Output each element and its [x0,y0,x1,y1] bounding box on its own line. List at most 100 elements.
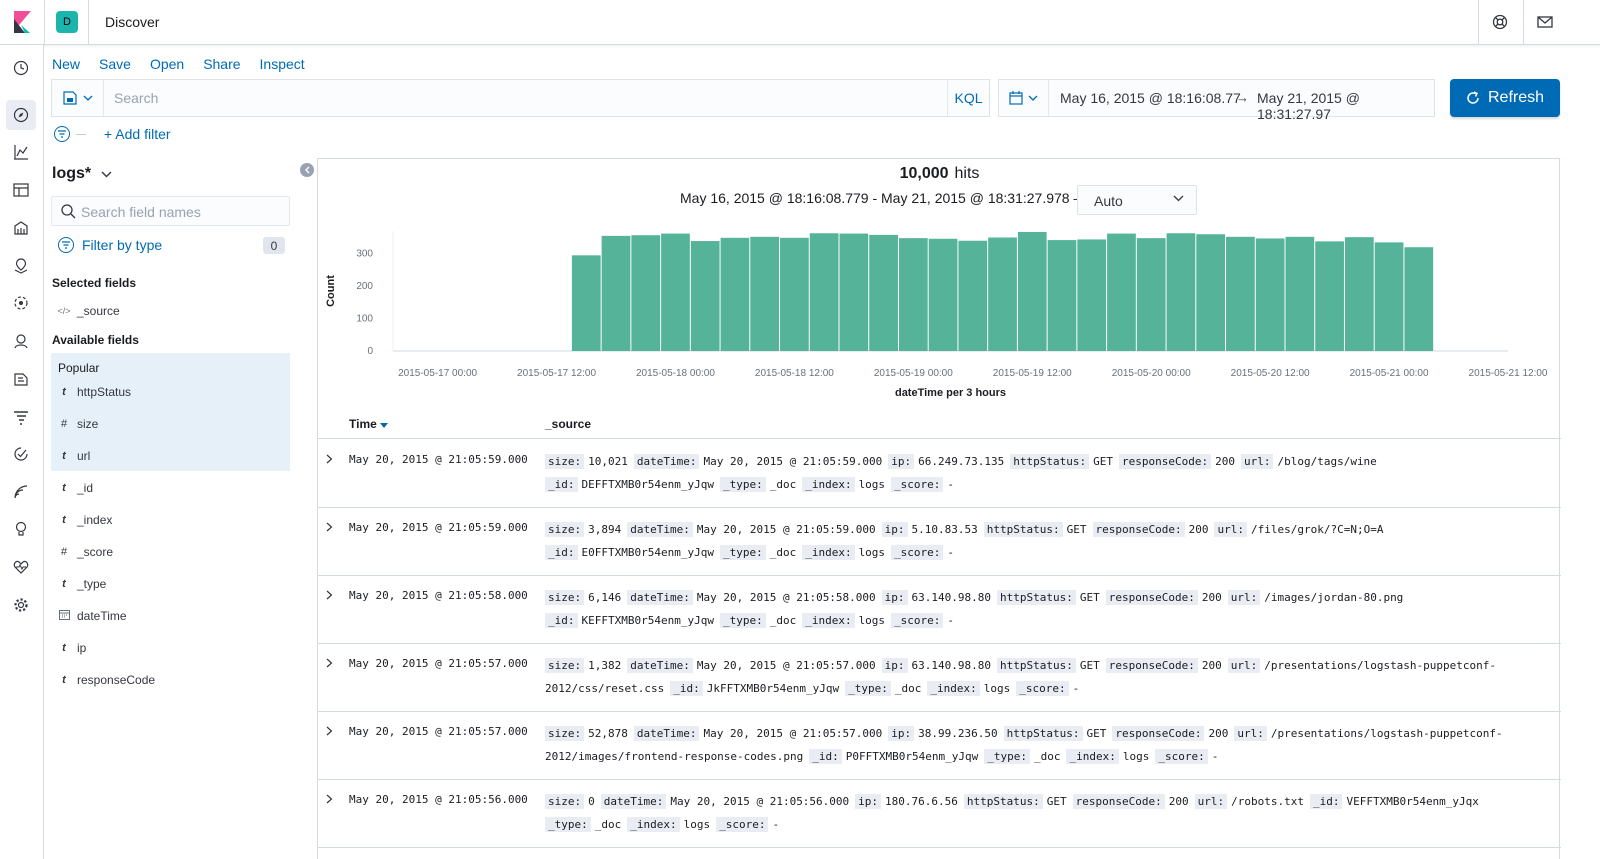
source-line: size: 6,146 dateTime: May 20, 2015 @ 21:05:… [545,586,1535,609]
help-icon[interactable] [1490,12,1510,32]
maps-icon[interactable] [10,255,32,277]
histogram-bar [809,233,839,351]
expand-row-chevron-icon[interactable] [326,726,333,736]
expand-row-chevron-icon[interactable] [326,658,333,668]
index-pattern-selector[interactable]: logs* [52,165,112,183]
kql-toggle[interactable]: KQL [947,80,989,116]
histogram-bar [780,237,809,351]
dev-tools-icon[interactable] [10,518,32,540]
source-key: _id: [545,545,578,560]
menu-inspect[interactable]: Inspect [259,56,305,72]
source-value: - [1072,682,1080,695]
field-item[interactable]: # _score [51,536,290,568]
source-key: url: [1234,726,1267,741]
start-date[interactable]: May 16, 2015 @ 18:16:08.77 [1060,90,1241,106]
monitoring-icon[interactable] [10,556,32,578]
source-value: logs [683,818,711,831]
source-key: httpStatus: [983,522,1063,537]
field-item[interactable]: t ip [51,632,290,664]
filter-menu-icon[interactable] [54,126,70,142]
source-line: 2012/images/frontend-response-codes.png _… [545,745,1535,768]
field-item[interactable]: t _id [51,472,290,504]
source-value: GET [1066,523,1087,536]
chevron-left-icon [305,166,310,174]
table-row: May 20, 2015 @ 21:05:57.000 size: 1,382 dat… [318,644,1561,712]
source-key: _type: [719,613,766,628]
menu-save[interactable]: Save [99,56,131,72]
source-value: GET [1079,659,1100,672]
source-value: 200 [1201,591,1222,604]
menu-new[interactable]: New [52,56,81,72]
search-input[interactable]: Search [114,90,159,106]
filter-row: + Add filter [54,126,171,142]
collapse-sidebar-button[interactable] [300,163,314,177]
source-key: ip: [881,590,908,605]
string-type-icon: t [62,642,66,654]
histogram-bar [1077,239,1107,351]
menu-share[interactable]: Share [203,56,241,72]
field-item[interactable]: # size [51,408,290,440]
time-column-header[interactable]: Time [349,417,389,431]
quick-menu-button[interactable] [999,80,1049,116]
expand-row-chevron-icon[interactable] [326,454,333,464]
selected-fields-title: Selected fields [52,276,137,290]
histogram-bar [690,241,720,351]
field-name: responseCode [77,673,156,687]
field-item[interactable]: t responseCode [51,664,290,696]
popular-fields-section [51,353,290,471]
index-pattern-name: logs* [52,165,92,182]
field-name: _score [77,545,114,559]
source-line: size: 0 dateTime: May 20, 2015 @ 21:05:56.0… [545,790,1535,813]
histogram-bar [988,237,1017,351]
x-tick-label: 2015-05-18 12:00 [755,368,834,379]
infrastructure-icon[interactable] [10,330,32,352]
ml-icon[interactable] [10,292,32,314]
source-value: _doc [769,546,797,559]
expand-row-chevron-icon[interactable] [326,794,333,804]
logs-icon[interactable] [10,368,32,390]
field-item[interactable]: dateTime [51,600,290,632]
expand-row-chevron-icon[interactable] [326,590,333,600]
siem-icon[interactable] [10,481,32,503]
source-key: responseCode: [1112,726,1205,741]
refresh-button[interactable]: Refresh [1450,79,1560,117]
top-bar: D Discover [0,0,1600,45]
apm-icon[interactable] [10,406,32,428]
field-item[interactable]: t _type [51,568,290,600]
source-key: responseCode: [1105,590,1198,605]
field-name: httpStatus [77,385,132,399]
row-source: size: 1,382 dateTime: May 20, 2015 @ 21:05:… [545,654,1535,700]
string-type-icon: t [62,386,66,398]
source-key: size: [545,794,585,809]
field-search-input[interactable]: Search field names [51,196,290,226]
menu-open[interactable]: Open [149,56,185,72]
visualize-icon[interactable] [10,141,32,163]
dashboard-icon[interactable] [10,179,32,201]
source-value: - [1211,750,1219,763]
space-avatar[interactable]: D [56,11,78,33]
source-key: ip: [888,454,915,469]
saved-query-button[interactable] [52,80,104,116]
management-gear-icon[interactable] [10,594,32,616]
kibana-logo-icon[interactable] [11,11,33,33]
uptime-icon[interactable] [10,443,32,465]
recent-clock-icon[interactable] [10,57,32,79]
field-item[interactable]: </> _source [51,295,290,327]
string-type-icon: t [62,578,66,590]
add-filter-button[interactable]: + Add filter [104,126,171,142]
mail-icon[interactable] [1535,12,1555,32]
string-type-icon: t [62,674,66,686]
source-key: url: [1214,522,1247,537]
source-line: size: 3,894 dateTime: May 20, 2015 @ 21:05:… [545,518,1535,541]
source-value: May 20, 2015 @ 21:05:59.000 [696,523,876,536]
canvas-icon[interactable] [10,217,32,239]
field-item[interactable]: t httpStatus [51,376,290,408]
source-value: May 20, 2015 @ 21:05:56.000 [670,795,850,808]
expand-row-chevron-icon[interactable] [326,522,333,532]
field-item[interactable]: t _index [51,504,290,536]
field-item[interactable]: t url [51,440,290,472]
end-date[interactable]: May 21, 2015 @ 18:31:27.97 [1257,90,1360,122]
discover-compass-icon[interactable] [6,100,36,130]
filter-by-type-button[interactable]: Filter by type [58,237,162,253]
interval-select[interactable]: Auto [1077,185,1197,215]
